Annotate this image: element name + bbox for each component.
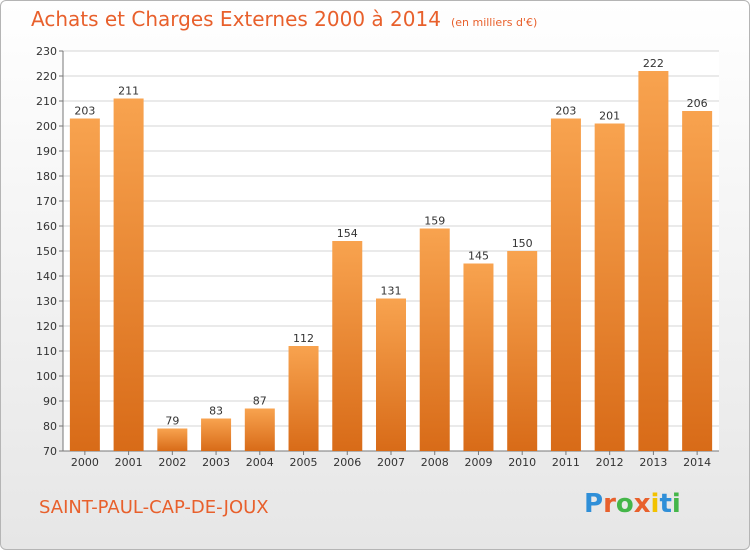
y-tick-label: 230 xyxy=(36,45,57,58)
data-label: 145 xyxy=(468,250,489,263)
chart-title: Achats et Charges Externes 2000 à 2014 (e… xyxy=(31,7,537,31)
y-tick-label: 110 xyxy=(36,345,57,358)
data-label: 201 xyxy=(599,110,620,123)
x-tick-label: 2008 xyxy=(421,456,449,469)
bar xyxy=(244,408,275,451)
x-tick-label: 2011 xyxy=(552,456,580,469)
data-label: 203 xyxy=(74,105,95,118)
y-tick-label: 90 xyxy=(43,395,57,408)
y-tick-label: 130 xyxy=(36,295,57,308)
chart-unit: (en milliers d'€) xyxy=(450,16,538,29)
y-tick-label: 170 xyxy=(36,195,57,208)
data-label: 211 xyxy=(118,85,139,98)
bar xyxy=(157,428,188,451)
bar xyxy=(332,241,363,451)
x-tick-label: 2004 xyxy=(246,456,274,469)
logo-letter: i xyxy=(650,489,660,519)
bar xyxy=(288,346,319,451)
logo-letter: i xyxy=(671,489,681,519)
y-tick-label: 100 xyxy=(36,370,57,383)
data-label: 112 xyxy=(293,332,314,345)
data-label: 150 xyxy=(512,237,533,250)
y-tick-label: 160 xyxy=(36,220,57,233)
y-tick-label: 80 xyxy=(43,420,57,433)
x-tick-label: 2001 xyxy=(115,456,143,469)
data-label: 206 xyxy=(687,97,708,110)
y-tick-label: 70 xyxy=(43,445,57,458)
x-tick-label: 2005 xyxy=(290,456,318,469)
logo-letter: r xyxy=(603,489,616,519)
logo-letter: t xyxy=(659,489,672,519)
x-tick-label: 2010 xyxy=(508,456,536,469)
x-tick-label: 2007 xyxy=(377,456,405,469)
y-tick-label: 180 xyxy=(36,170,57,183)
data-label: 222 xyxy=(643,57,664,70)
y-tick-label: 190 xyxy=(36,145,57,158)
bar xyxy=(463,263,494,451)
data-label: 154 xyxy=(337,227,358,240)
x-tick-label: 2006 xyxy=(333,456,361,469)
y-tick-label: 200 xyxy=(36,120,57,133)
bar xyxy=(419,228,450,451)
proxiti-logo: Proxiti xyxy=(584,489,681,519)
bar xyxy=(113,98,144,451)
x-tick-label: 2014 xyxy=(683,456,711,469)
logo-letter: x xyxy=(633,489,651,519)
bar xyxy=(682,111,713,451)
x-tick-label: 2003 xyxy=(202,456,230,469)
data-label: 87 xyxy=(253,395,267,408)
bar xyxy=(507,251,538,451)
x-tick-label: 2009 xyxy=(464,456,492,469)
y-tick-label: 210 xyxy=(36,95,57,108)
bar xyxy=(594,123,625,451)
data-label: 203 xyxy=(555,105,576,118)
data-label: 79 xyxy=(165,415,179,428)
x-tick-label: 2013 xyxy=(639,456,667,469)
chart-title-text: Achats et Charges Externes 2000 à 2014 xyxy=(31,7,441,31)
x-tick-label: 2002 xyxy=(158,456,186,469)
bar xyxy=(201,418,232,451)
logo-letter: P xyxy=(584,489,604,519)
data-label: 159 xyxy=(424,215,445,228)
commune-name: SAINT-PAUL-CAP-DE-JOUX xyxy=(39,497,269,518)
bar xyxy=(638,71,669,451)
x-tick-label: 2000 xyxy=(71,456,99,469)
bar xyxy=(376,298,406,451)
x-tick-label: 2012 xyxy=(596,456,624,469)
data-label: 83 xyxy=(209,405,223,418)
data-label: 131 xyxy=(381,285,402,298)
bar xyxy=(69,118,100,451)
y-tick-label: 220 xyxy=(36,70,57,83)
logo-letter: o xyxy=(615,489,634,519)
y-tick-label: 120 xyxy=(36,320,57,333)
y-tick-label: 140 xyxy=(36,270,57,283)
bar xyxy=(550,118,581,451)
y-tick-label: 150 xyxy=(36,245,57,258)
